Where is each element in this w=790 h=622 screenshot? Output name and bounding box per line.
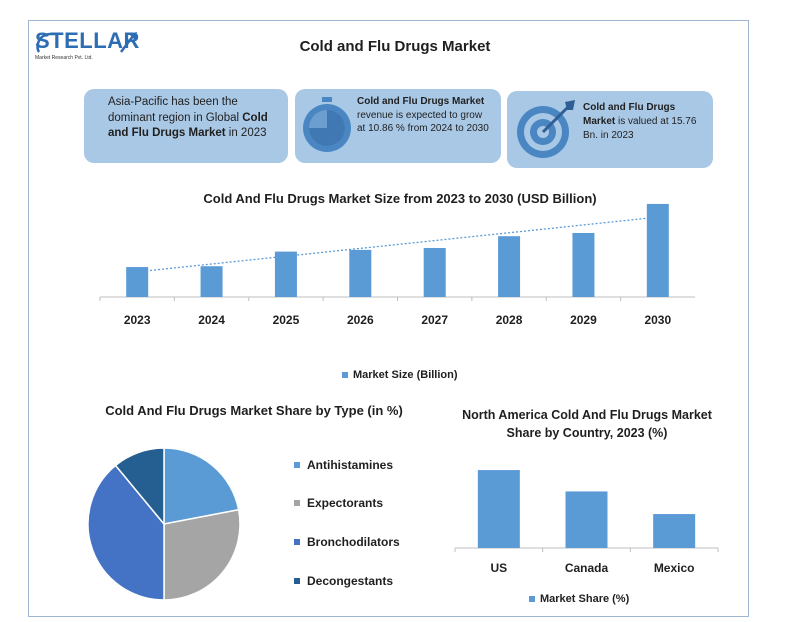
x-tick-label: 2028 xyxy=(496,313,523,327)
info-card-region: Asia-Pacific has been the dominant regio… xyxy=(84,89,288,163)
country-share-chart: US Canada Mexico xyxy=(454,470,719,575)
x-tick-label: 2025 xyxy=(273,313,300,327)
legend-label: Expectorants xyxy=(307,496,384,510)
legend-label: Antihistamines xyxy=(307,458,394,472)
type-share-chart-title: Cold And Flu Drugs Market Share by Type … xyxy=(105,403,403,418)
x-tick-label: US xyxy=(490,561,507,575)
infographic-frame xyxy=(28,20,749,617)
bar xyxy=(274,251,297,297)
brand-name: STELLAR xyxy=(35,28,140,53)
pie-slice xyxy=(163,508,241,601)
x-tick-label: 2029 xyxy=(570,313,597,327)
x-tick-label: 2027 xyxy=(421,313,448,327)
legend-item: Expectorants xyxy=(294,496,383,510)
trendline xyxy=(126,216,658,274)
bar xyxy=(126,267,149,297)
brand-logo: STELLAR Market Research Pvt. Ltd. xyxy=(33,28,143,68)
target-icon xyxy=(517,100,575,158)
logo-mark xyxy=(36,32,137,53)
brand-tagline: Market Research Pvt. Ltd. xyxy=(35,55,93,61)
page-title: Cold and Flu Drugs Market xyxy=(299,38,491,55)
card-text: Cold and Flu Drugs Market is valued at 1… xyxy=(583,102,697,141)
bar xyxy=(653,514,696,548)
legend-swatch xyxy=(294,462,300,468)
info-card-value: Cold and Flu Drugs Market is valued at 1… xyxy=(507,91,713,168)
bar xyxy=(565,491,608,548)
bar xyxy=(477,470,520,548)
legend-label: Market Size (Billion) xyxy=(353,369,458,381)
market-size-chart: 2023 2024 2025 2026 2027 2028 2029 2030 xyxy=(99,203,695,327)
card-text: Cold and Flu Drugs Market revenue is exp… xyxy=(357,96,489,134)
card-text: Asia-Pacific has been the dominant regio… xyxy=(108,96,268,139)
legend-swatch xyxy=(294,578,300,584)
legend-swatch xyxy=(529,596,535,602)
legend-item: Decongestants xyxy=(294,574,393,588)
country-share-legend: Market Share (%) xyxy=(529,593,629,605)
x-tick-label: Mexico xyxy=(654,561,695,575)
x-tick-label: 2023 xyxy=(124,313,151,327)
legend-label: Decongestants xyxy=(307,574,394,588)
country-share-chart-title: North America Cold And Flu Drugs Market … xyxy=(462,408,712,440)
market-size-chart-title: Cold And Flu Drugs Market Size from 2023… xyxy=(203,191,597,206)
pie-slice xyxy=(114,447,165,527)
type-share-pie-chart xyxy=(87,447,241,601)
bar xyxy=(498,236,521,297)
bar xyxy=(349,249,372,297)
market-size-legend: Market Size (Billion) xyxy=(342,369,458,381)
x-tick-label: 2030 xyxy=(644,313,671,327)
info-card-growth: Cold and Flu Drugs Market revenue is exp… xyxy=(295,89,501,163)
legend-swatch xyxy=(294,500,300,506)
bar xyxy=(200,266,223,297)
legend-label: Bronchodilators xyxy=(307,535,400,549)
legend-swatch xyxy=(294,539,300,545)
bar xyxy=(572,232,595,297)
x-tick-label: Canada xyxy=(565,561,609,575)
bar xyxy=(646,203,669,297)
legend-item: Bronchodilators xyxy=(294,535,400,549)
pie-slice xyxy=(87,464,165,601)
legend-swatch xyxy=(342,372,348,378)
x-tick-label: 2024 xyxy=(198,313,225,327)
legend-item: Antihistamines xyxy=(294,458,393,472)
x-tick-label: 2026 xyxy=(347,313,374,327)
stopwatch-icon xyxy=(303,97,351,152)
bar xyxy=(423,247,446,297)
pie-slice xyxy=(163,447,240,525)
legend-label: Market Share (%) xyxy=(540,593,630,605)
